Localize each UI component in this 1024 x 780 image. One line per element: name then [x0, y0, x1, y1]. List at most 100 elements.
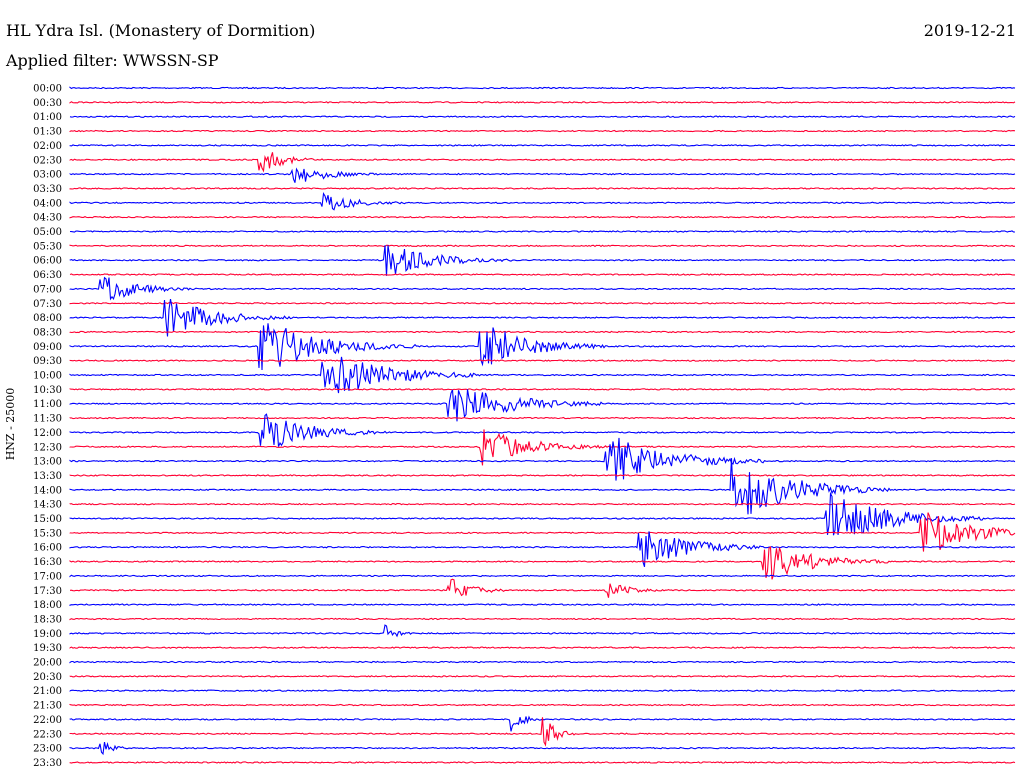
trace-line — [69, 689, 1016, 692]
tick-label: 13:30 — [33, 471, 62, 482]
tick-label: 01:30 — [33, 127, 62, 138]
tick-label: 00:30 — [33, 98, 62, 109]
tick-label: 04:30 — [33, 213, 62, 224]
tick-label: 02:00 — [33, 141, 62, 152]
tick-label: 10:30 — [33, 385, 62, 396]
trace-line — [69, 437, 1016, 481]
tick-label: 06:00 — [33, 256, 62, 267]
trace-line — [69, 244, 1016, 248]
trace-line — [69, 152, 1016, 173]
tick-label: 08:00 — [33, 313, 62, 324]
tick-label: 16:30 — [33, 557, 62, 568]
tick-label: 18:00 — [33, 600, 62, 611]
trace-line — [69, 167, 1016, 183]
tick-label: 10:00 — [33, 371, 62, 382]
tick-label: 23:00 — [33, 744, 62, 755]
trace-line — [69, 715, 1016, 732]
trace-line — [69, 512, 1016, 552]
tick-label: 21:00 — [33, 686, 62, 697]
tick-label: 07:00 — [33, 284, 62, 295]
tick-label: 05:30 — [33, 241, 62, 252]
tick-label: 14:30 — [33, 500, 62, 511]
tick-label: 20:00 — [33, 658, 62, 669]
y-axis-label: HNZ - 25000 — [4, 388, 17, 461]
trace-line — [69, 617, 1016, 621]
tick-label: 19:00 — [33, 629, 62, 640]
trace-lines — [69, 86, 1016, 764]
tick-label: 13:00 — [33, 457, 62, 468]
trace-line — [69, 675, 1016, 678]
trace-line — [69, 741, 1016, 756]
trace-line — [69, 531, 1016, 567]
trace-line — [69, 101, 1016, 104]
tick-label: 23:30 — [33, 758, 62, 769]
trace-line — [69, 129, 1016, 133]
trace-line — [69, 413, 1016, 447]
tick-label: 08:30 — [33, 327, 62, 338]
filter-label: Applied filter: WWSSN-SP — [5, 51, 219, 70]
trace-line — [69, 389, 1016, 422]
tick-label: 21:30 — [33, 701, 62, 712]
trace-line — [69, 323, 1016, 371]
trace-line — [69, 502, 1016, 506]
trace-line — [69, 603, 1016, 606]
trace-line — [69, 646, 1016, 649]
tick-label: 20:30 — [33, 672, 62, 683]
tick-label: 11:30 — [33, 414, 62, 425]
tick-label: 05:00 — [33, 227, 62, 238]
trace-line — [69, 187, 1016, 190]
tick-label: 22:30 — [33, 729, 62, 740]
tick-label: 04:00 — [33, 198, 62, 209]
trace-line — [69, 273, 1015, 276]
trace-line — [69, 276, 1016, 301]
tick-label: 18:30 — [33, 614, 62, 625]
tick-label: 17:30 — [33, 586, 62, 597]
trace-line — [69, 191, 1016, 211]
trace-line — [69, 624, 1016, 638]
date-label: 2019-12-21 — [924, 21, 1016, 40]
tick-label: 11:00 — [33, 399, 62, 410]
tick-label: 19:30 — [33, 643, 62, 654]
trace-line — [69, 416, 1016, 420]
trace-line — [69, 330, 1016, 334]
tick-label: 15:30 — [33, 528, 62, 539]
station-title: HL Ydra Isl. (Monastery of Dormition) — [6, 21, 315, 40]
trace-line — [69, 546, 1016, 580]
trace-line — [69, 245, 1016, 276]
tick-label: 09:30 — [33, 356, 62, 367]
tick-label: 06:30 — [33, 270, 62, 281]
time-tick-labels: 00:00 00:30 01:00 01:30 02:00 02:30 03:00 03:30… — [33, 84, 62, 769]
trace-line — [69, 298, 1016, 337]
tick-label: 07:30 — [33, 299, 62, 310]
trace-line — [69, 86, 1016, 90]
trace-line — [69, 356, 1015, 394]
trace-line — [69, 359, 1016, 362]
tick-label: 15:00 — [33, 514, 62, 525]
trace-line — [69, 578, 1016, 598]
tick-label: 22:00 — [33, 715, 62, 726]
trace-line — [69, 717, 1016, 747]
trace-line — [69, 491, 1016, 536]
tick-label: 01:00 — [33, 112, 62, 123]
trace-line — [69, 144, 1016, 147]
tick-label: 03:00 — [33, 170, 62, 181]
trace-line — [69, 703, 1015, 707]
tick-label: 12:00 — [33, 428, 62, 439]
trace-line — [69, 302, 1016, 305]
trace-line — [69, 115, 1016, 118]
tick-label: 16:00 — [33, 543, 62, 554]
trace-line — [69, 230, 1016, 233]
trace-line — [69, 474, 1016, 477]
tick-label: 12:30 — [33, 442, 62, 453]
trace-line — [69, 574, 1016, 578]
trace-line — [69, 660, 1016, 664]
tick-label: 14:00 — [33, 485, 62, 496]
tick-label: 09:00 — [33, 342, 62, 353]
trace-line — [69, 458, 1016, 515]
tick-label: 17:00 — [33, 571, 62, 582]
trace-line — [69, 215, 1016, 219]
tick-label: 00:00 — [33, 84, 62, 95]
tick-label: 03:30 — [33, 184, 62, 195]
trace-line — [69, 388, 1016, 391]
